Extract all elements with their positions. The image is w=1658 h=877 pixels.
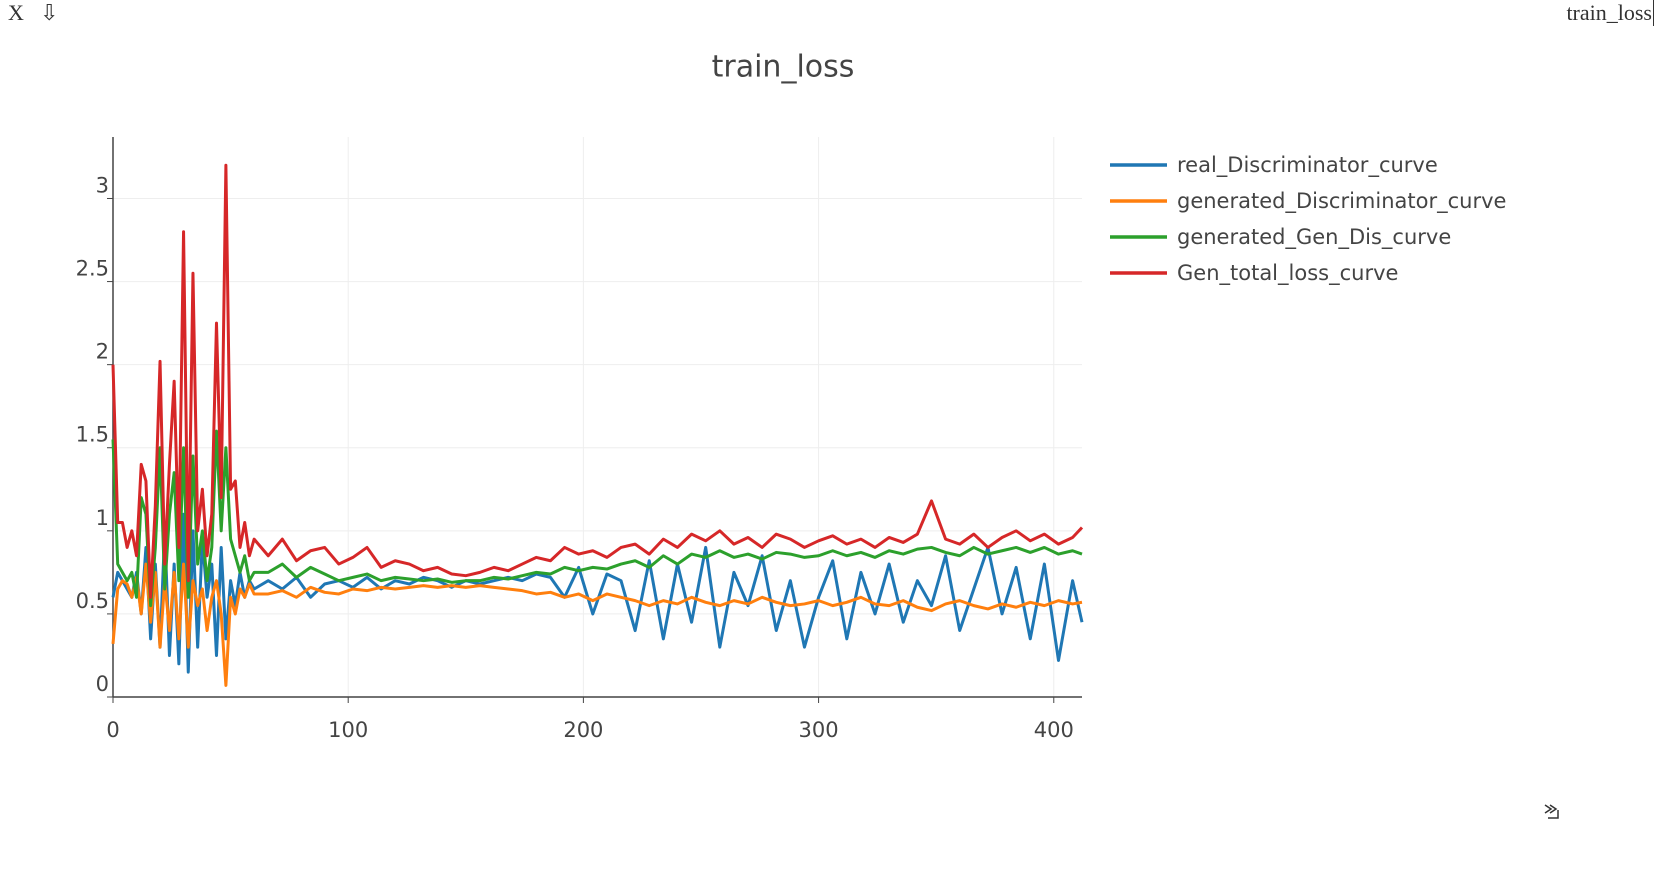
- x-tick-label: 400: [1034, 718, 1074, 742]
- y-tick-label: 0.5: [76, 589, 109, 613]
- series-line: [111, 429, 1083, 608]
- x-tick-label: 100: [328, 718, 368, 742]
- legend-label: generated_Gen_Dis_curve: [1177, 225, 1451, 250]
- y-tick-label: 3: [96, 173, 109, 197]
- y-tick-label: 0: [96, 672, 109, 696]
- resize-handle[interactable]: [1544, 804, 1559, 819]
- window-title: train_loss: [1566, 0, 1654, 26]
- close-button[interactable]: X: [8, 0, 24, 25]
- x-tick-label: 300: [799, 718, 839, 742]
- legend-label: generated_Discriminator_curve: [1177, 189, 1506, 214]
- y-tick-label: 2.5: [76, 257, 109, 281]
- series-line: [111, 163, 1084, 599]
- download-button[interactable]: ⇩: [40, 0, 59, 25]
- x-tick-label: 0: [106, 718, 119, 742]
- x-tick-label: 200: [563, 718, 603, 742]
- y-tick-label: 2: [96, 340, 109, 364]
- y-tick-label: 1.5: [76, 423, 109, 447]
- legend-label: real_Discriminator_curve: [1177, 153, 1438, 178]
- y-tick-label: 1: [96, 506, 109, 530]
- legend-label: Gen_total_loss_curve: [1177, 261, 1398, 286]
- series-line: [111, 562, 1083, 687]
- chart-title: train_loss: [712, 50, 855, 85]
